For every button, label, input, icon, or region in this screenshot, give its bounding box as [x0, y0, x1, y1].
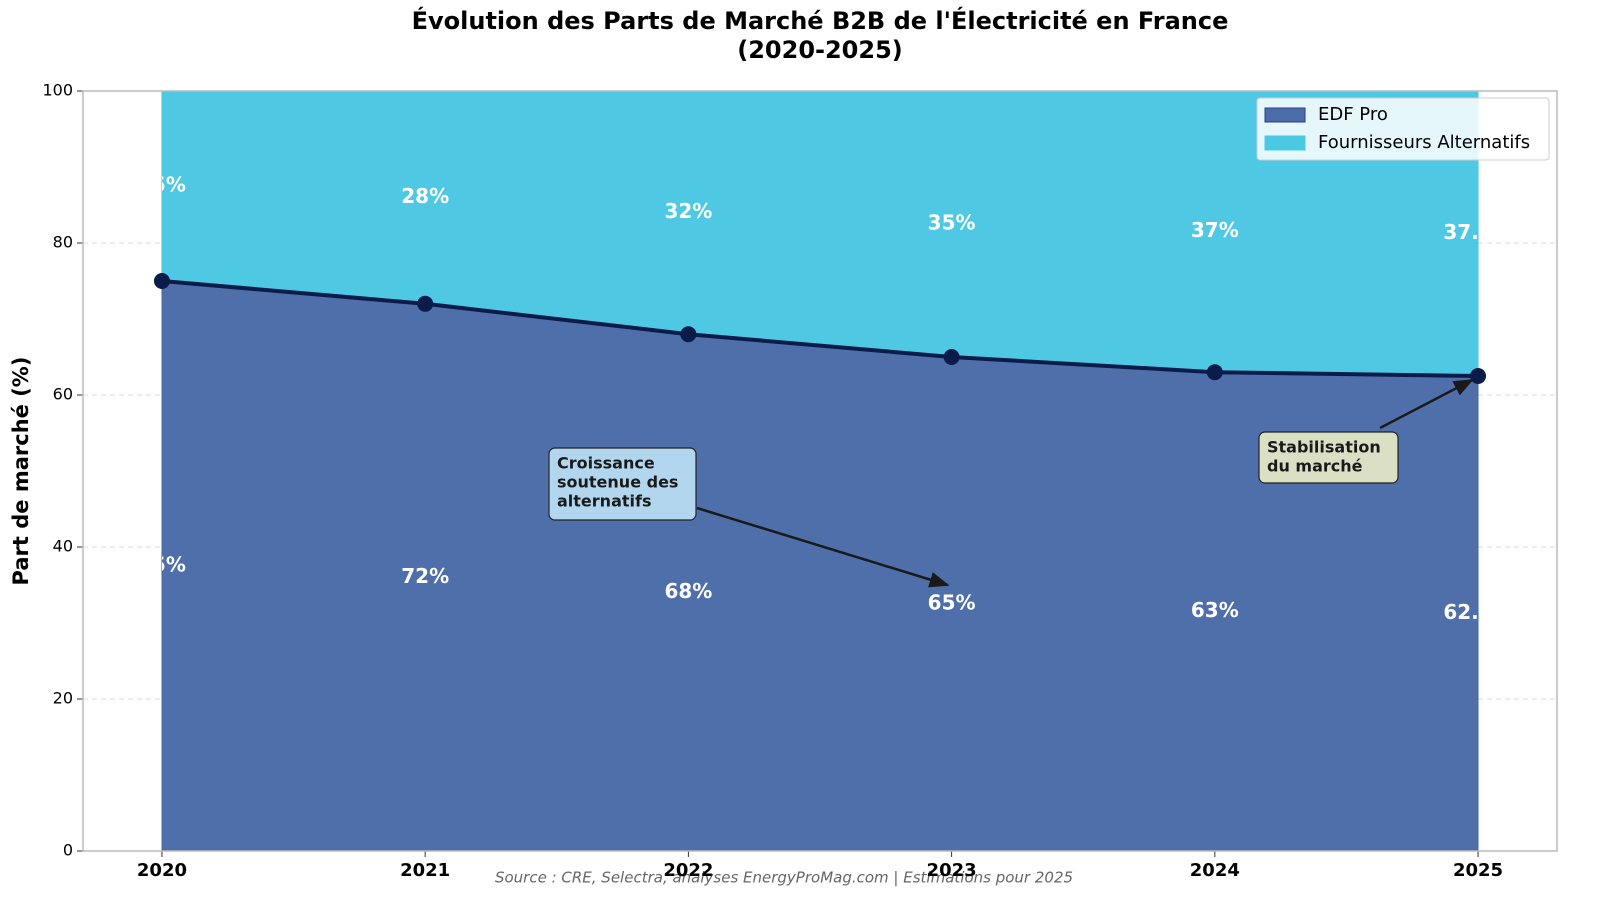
y-tick-label: 0: [63, 841, 73, 860]
annotation-box: [548, 447, 697, 521]
legend-box: [1256, 97, 1550, 161]
annotation-arrow: [696, 506, 950, 588]
value-label: 25%: [138, 173, 186, 197]
source-note: Source : CRE, Selectra, analyses EnergyP…: [495, 869, 1073, 887]
legend-swatch: [1264, 135, 1306, 151]
annotation-text: Stabilisation: [1267, 438, 1381, 457]
x-tick-label: 2024: [1190, 860, 1240, 881]
value-label: 28%: [401, 184, 449, 208]
y-tick-label: 20: [53, 689, 73, 708]
value-label: 62.5%: [1443, 600, 1512, 624]
x-tick-label: 2022: [663, 860, 713, 881]
legend-label: EDF Pro: [1318, 104, 1388, 125]
point: [680, 326, 697, 343]
legend-label: Fournisseurs Alternatifs: [1318, 132, 1530, 153]
x-tick-label: 2021: [400, 860, 450, 881]
axes-frame: [82, 90, 1558, 852]
annotation-text: du marché: [1267, 457, 1363, 476]
annotation-text: Croissance: [557, 454, 655, 473]
value-label: 68%: [664, 579, 712, 603]
y-tick-label: 100: [42, 81, 73, 100]
annotation-arrow: [1379, 378, 1474, 430]
point: [943, 349, 960, 365]
point: [1206, 364, 1223, 381]
x-tick-label: 2020: [137, 860, 187, 881]
value-label: 37%: [1191, 218, 1239, 242]
y-axis-label: Part de marché (%): [9, 357, 33, 586]
annotation-box: [1258, 431, 1399, 484]
x-tick-label: 2023: [927, 860, 977, 881]
value-label: 72%: [401, 564, 449, 588]
annotation-text: soutenue des: [557, 473, 678, 492]
legend-swatch: [1264, 107, 1306, 123]
chart-title: (2020-2025): [737, 36, 903, 64]
edge-line: [161, 279, 1479, 378]
point: [417, 295, 434, 312]
value-label: 75%: [138, 553, 186, 577]
x-tick-label: 2025: [1453, 860, 1503, 881]
value-label: 32%: [664, 199, 712, 223]
value-label: 65%: [928, 591, 976, 615]
value-label: 35%: [928, 211, 976, 235]
annotation-text: alternatifs: [557, 492, 651, 511]
value-label: 63%: [1191, 598, 1239, 622]
point: [1470, 368, 1487, 384]
y-tick-label: 40: [53, 537, 73, 556]
chart-title: Évolution des Parts de Marché B2B de l'É…: [412, 6, 1229, 35]
y-tick-label: 60: [53, 385, 73, 404]
y-tick-label: 80: [53, 233, 73, 252]
point: [153, 273, 170, 289]
value-label: 37.5%: [1443, 220, 1512, 244]
